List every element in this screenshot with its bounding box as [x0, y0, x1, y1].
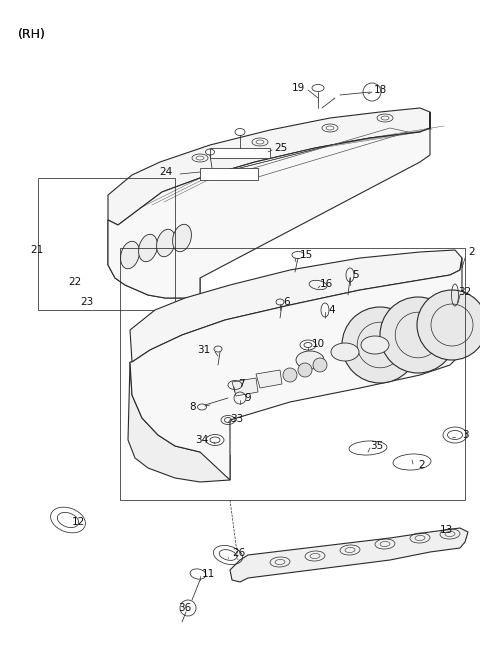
Text: 16: 16 [320, 279, 333, 289]
Text: (RH): (RH) [18, 28, 46, 41]
Circle shape [417, 290, 480, 360]
Text: 24: 24 [159, 167, 172, 177]
Text: 12: 12 [72, 517, 85, 527]
Text: 8: 8 [190, 402, 196, 412]
Polygon shape [130, 258, 462, 480]
Polygon shape [108, 108, 430, 225]
Ellipse shape [139, 234, 157, 262]
Text: 2: 2 [418, 460, 425, 470]
Text: 3: 3 [462, 430, 468, 440]
Polygon shape [108, 220, 200, 298]
Circle shape [298, 363, 312, 377]
Polygon shape [128, 362, 230, 482]
Text: 25: 25 [274, 143, 287, 153]
Text: 11: 11 [202, 569, 215, 579]
Circle shape [380, 297, 456, 373]
Polygon shape [210, 148, 270, 158]
Text: 33: 33 [230, 414, 243, 424]
Text: 22: 22 [68, 277, 81, 287]
Text: 5: 5 [352, 270, 359, 280]
Text: 15: 15 [300, 250, 313, 260]
Circle shape [342, 307, 418, 383]
Polygon shape [230, 528, 468, 582]
Text: 32: 32 [458, 287, 471, 297]
Text: 4: 4 [328, 305, 335, 315]
Ellipse shape [156, 230, 175, 256]
Ellipse shape [296, 351, 324, 369]
Text: 31: 31 [197, 345, 210, 355]
Ellipse shape [173, 224, 192, 252]
Text: 21: 21 [30, 245, 43, 255]
Text: 19: 19 [292, 83, 305, 93]
Polygon shape [232, 378, 258, 396]
Ellipse shape [361, 336, 389, 354]
Text: 10: 10 [312, 339, 325, 349]
Polygon shape [130, 250, 462, 362]
Text: (RH): (RH) [18, 28, 46, 41]
Text: 26: 26 [232, 548, 245, 558]
Text: 36: 36 [178, 603, 191, 613]
Text: 23: 23 [80, 297, 93, 307]
Text: 9: 9 [244, 393, 251, 403]
Polygon shape [200, 168, 258, 180]
Polygon shape [256, 370, 282, 388]
Circle shape [313, 358, 327, 372]
Text: 2: 2 [468, 247, 475, 257]
Text: 18: 18 [374, 85, 387, 95]
Circle shape [283, 368, 297, 382]
Text: 7: 7 [238, 379, 245, 389]
Polygon shape [108, 112, 430, 298]
Text: 35: 35 [370, 441, 383, 451]
Ellipse shape [120, 241, 139, 269]
Ellipse shape [331, 343, 359, 361]
Text: 13: 13 [440, 525, 453, 535]
Text: 34: 34 [195, 435, 208, 445]
Text: 6: 6 [283, 297, 289, 307]
